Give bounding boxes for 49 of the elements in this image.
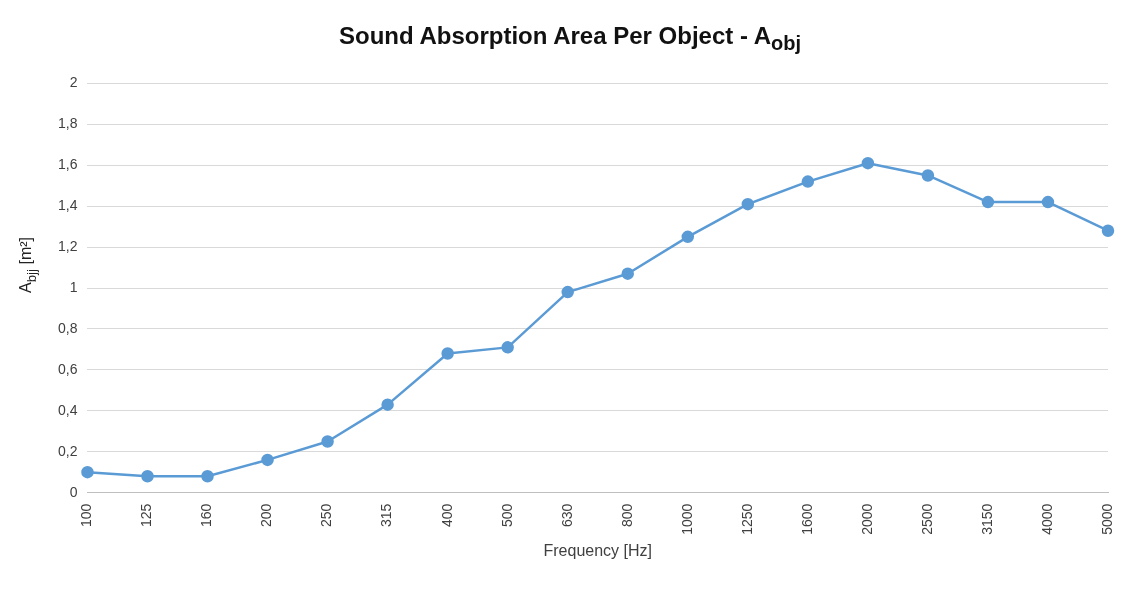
x-tick-label: 315: [378, 503, 395, 527]
x-tick-label: 2500: [918, 503, 935, 535]
point: [861, 156, 875, 170]
point: [141, 469, 154, 483]
y-tick-label: 1,6: [57, 155, 78, 172]
y-tick-label: 0,2: [57, 442, 78, 459]
point: [981, 195, 995, 209]
point: [441, 347, 454, 360]
point: [1101, 224, 1115, 237]
y-tick-label: 0,6: [57, 360, 78, 377]
point: [201, 469, 214, 483]
x-tick-label: 160: [198, 503, 215, 527]
x-tick-label: 1600: [798, 503, 815, 535]
x-tick-label: 1250: [738, 503, 755, 535]
x-tick-label: 250: [318, 503, 335, 527]
point: [81, 465, 94, 479]
point: [621, 267, 634, 280]
y-tick-label: 0: [69, 483, 78, 500]
point: [681, 230, 695, 243]
point: [741, 197, 755, 211]
point: [561, 285, 574, 299]
x-tick-label: 500: [498, 503, 515, 527]
y-tick-label: 1: [69, 278, 78, 295]
x-tick-label: 1000: [678, 503, 695, 535]
y-tick-label: 0,8: [57, 319, 78, 336]
y-tick-label: 1,4: [57, 196, 78, 213]
point: [501, 340, 514, 354]
chart-title: Sound Absorption Area Per Object - A$_{obj}$: [337, 21, 802, 56]
x-tick-label: 5000: [1098, 503, 1115, 535]
point: [921, 169, 935, 182]
point: [1041, 195, 1055, 209]
y-tick-label: 1,8: [57, 114, 78, 131]
x-tick-label: 3150: [978, 503, 995, 535]
x-tick-label: 100: [78, 503, 95, 527]
x-axis-title: Frequency [Hz]: [543, 541, 652, 559]
x-tick-label: 2000: [858, 503, 875, 535]
y-tick-label: 1,2: [57, 237, 78, 254]
x-tick-label: 630: [558, 503, 575, 527]
point: [381, 398, 394, 411]
x-tick-label: 125: [138, 503, 155, 527]
point: [321, 435, 334, 448]
point: [261, 453, 274, 466]
point: [801, 175, 815, 188]
y-tick-label: 2: [69, 74, 78, 91]
x-tick-label: 800: [618, 503, 635, 527]
x-tick-label: 4000: [1038, 503, 1055, 535]
x-tick-label: 200: [258, 503, 275, 527]
x-tick-label: 400: [438, 503, 455, 527]
y-tick-label: 0,4: [57, 401, 78, 418]
